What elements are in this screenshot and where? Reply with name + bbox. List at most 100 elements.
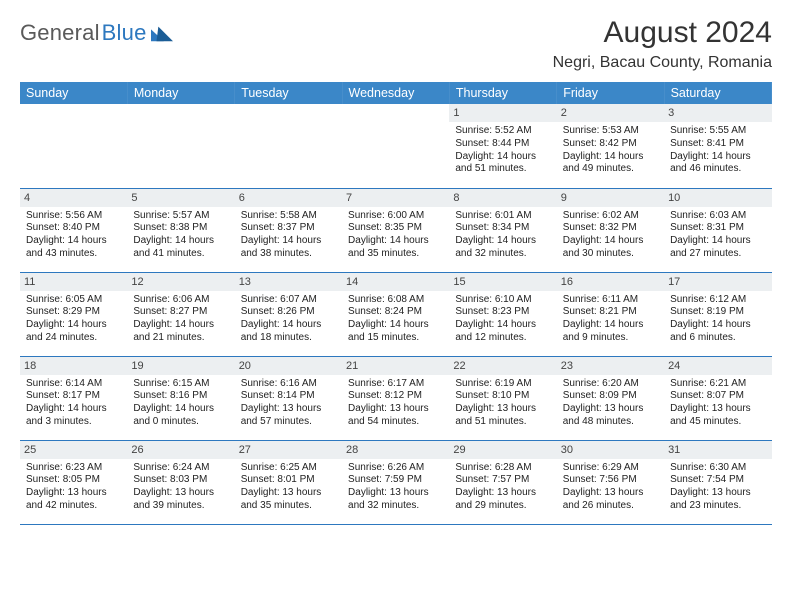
- day-number: 1: [449, 104, 556, 122]
- calendar-week-row: 25 Sunrise: 6:23 AMSunset: 8:05 PMDayligh…: [20, 440, 772, 524]
- day-details: Sunrise: 6:02 AMSunset: 8:32 PMDaylight:…: [563, 210, 658, 261]
- day-details: Sunrise: 6:14 AMSunset: 8:17 PMDaylight:…: [26, 378, 121, 429]
- day-number: 18: [20, 357, 127, 375]
- weekday-header: Monday: [127, 82, 234, 104]
- day-details: Sunrise: 6:19 AMSunset: 8:10 PMDaylight:…: [455, 378, 550, 429]
- day-details: Sunrise: 6:01 AMSunset: 8:34 PMDaylight:…: [455, 210, 550, 261]
- day-details: Sunrise: 6:24 AMSunset: 8:03 PMDaylight:…: [133, 462, 228, 513]
- brand-name-1: General: [20, 20, 100, 46]
- calendar-week-row: 11 Sunrise: 6:05 AMSunset: 8:29 PMDayligh…: [20, 272, 772, 356]
- calendar-day-cell: 31Sunrise: 6:30 AMSunset: 7:54 PMDayligh…: [664, 440, 771, 524]
- day-details: Sunrise: 6:16 AMSunset: 8:14 PMDaylight:…: [241, 378, 336, 429]
- day-details: Sunrise: 6:20 AMSunset: 8:09 PMDaylight:…: [563, 378, 658, 429]
- calendar-day-cell: 12 Sunrise: 6:06 AMSunset: 8:27 PMDayligh…: [127, 272, 234, 356]
- day-number: 25: [20, 441, 127, 459]
- calendar-day-cell: 25 Sunrise: 6:23 AMSunset: 8:05 PMDayligh…: [20, 440, 127, 524]
- calendar-day-cell: 28 Sunrise: 6:26 AMSunset: 7:59 PMDayligh…: [342, 440, 449, 524]
- day-details: Sunrise: 6:08 AMSunset: 8:24 PMDaylight:…: [348, 294, 443, 345]
- day-number: 30: [557, 441, 664, 459]
- brand-logo: GeneralBlue: [20, 16, 173, 46]
- day-details: Sunrise: 6:30 AMSunset: 7:54 PMDaylight:…: [670, 462, 765, 513]
- calendar-day-cell: 22 Sunrise: 6:19 AMSunset: 8:10 PMDayligh…: [449, 356, 556, 440]
- calendar-day-cell: 2Sunrise: 5:53 AMSunset: 8:42 PMDaylight…: [557, 104, 664, 188]
- weekday-header: Friday: [557, 82, 664, 104]
- day-number: 12: [127, 273, 234, 291]
- day-details: Sunrise: 6:28 AMSunset: 7:57 PMDaylight:…: [455, 462, 550, 513]
- day-number: 8: [449, 189, 556, 207]
- calendar-table: SundayMondayTuesdayWednesdayThursdayFrid…: [20, 82, 772, 525]
- calendar-day-cell: 30 Sunrise: 6:29 AMSunset: 7:56 PMDayligh…: [557, 440, 664, 524]
- day-number: 28: [342, 441, 449, 459]
- calendar-day-cell: 13Sunrise: 6:07 AMSunset: 8:26 PMDayligh…: [235, 272, 342, 356]
- calendar-day-cell: [20, 104, 127, 188]
- day-number: 11: [20, 273, 127, 291]
- day-number: 10: [664, 189, 771, 207]
- title-block: August 2024 Negri, Bacau County, Romania: [553, 16, 772, 72]
- calendar-day-cell: 21Sunrise: 6:17 AMSunset: 8:12 PMDayligh…: [342, 356, 449, 440]
- weekday-header: Tuesday: [235, 82, 342, 104]
- day-number: 24: [664, 357, 771, 375]
- day-number: 27: [235, 441, 342, 459]
- calendar-week-row: 4 Sunrise: 5:56 AMSunset: 8:40 PMDaylight…: [20, 188, 772, 272]
- day-details: Sunrise: 6:05 AMSunset: 8:29 PMDaylight:…: [26, 294, 121, 345]
- calendar-day-cell: [235, 104, 342, 188]
- calendar-day-cell: 16 Sunrise: 6:11 AMSunset: 8:21 PMDayligh…: [557, 272, 664, 356]
- calendar-week-row: 18 Sunrise: 6:14 AMSunset: 8:17 PMDayligh…: [20, 356, 772, 440]
- day-details: Sunrise: 6:10 AMSunset: 8:23 PMDaylight:…: [455, 294, 550, 345]
- day-details: Sunrise: 5:52 AMSunset: 8:44 PMDaylight:…: [455, 125, 550, 176]
- calendar-day-cell: 10 Sunrise: 6:03 AMSunset: 8:31 PMDayligh…: [664, 188, 771, 272]
- day-details: Sunrise: 6:26 AMSunset: 7:59 PMDaylight:…: [348, 462, 443, 513]
- day-number: 21: [342, 357, 449, 375]
- weekday-header: Sunday: [20, 82, 127, 104]
- day-details: Sunrise: 6:21 AMSunset: 8:07 PMDaylight:…: [670, 378, 765, 429]
- brand-name-2: Blue: [102, 20, 147, 46]
- calendar-day-cell: 4 Sunrise: 5:56 AMSunset: 8:40 PMDaylight…: [20, 188, 127, 272]
- calendar-week-row: 1 Sunrise: 5:52 AMSunset: 8:44 PMDaylight…: [20, 104, 772, 188]
- page-header: GeneralBlue August 2024 Negri, Bacau Cou…: [20, 16, 772, 72]
- calendar-day-cell: 15 Sunrise: 6:10 AMSunset: 8:23 PMDayligh…: [449, 272, 556, 356]
- day-details: Sunrise: 6:29 AMSunset: 7:56 PMDaylight:…: [563, 462, 658, 513]
- weekday-header: Saturday: [664, 82, 771, 104]
- calendar-day-cell: 18 Sunrise: 6:14 AMSunset: 8:17 PMDayligh…: [20, 356, 127, 440]
- day-number: 6: [235, 189, 342, 207]
- day-number: 19: [127, 357, 234, 375]
- calendar-day-cell: 11 Sunrise: 6:05 AMSunset: 8:29 PMDayligh…: [20, 272, 127, 356]
- day-number: 3: [664, 104, 771, 122]
- day-number: 20: [235, 357, 342, 375]
- day-number: 15: [449, 273, 556, 291]
- calendar-day-cell: 27 Sunrise: 6:25 AMSunset: 8:01 PMDayligh…: [235, 440, 342, 524]
- calendar-day-cell: 3 Sunrise: 5:55 AMSunset: 8:41 PMDaylight…: [664, 104, 771, 188]
- day-number: 7: [342, 189, 449, 207]
- day-number: 5: [127, 189, 234, 207]
- day-details: Sunrise: 6:23 AMSunset: 8:05 PMDaylight:…: [26, 462, 121, 513]
- weekday-header: Thursday: [449, 82, 556, 104]
- day-details: Sunrise: 6:25 AMSunset: 8:01 PMDaylight:…: [241, 462, 336, 513]
- location-label: Negri, Bacau County, Romania: [553, 54, 772, 72]
- day-details: Sunrise: 6:11 AMSunset: 8:21 PMDaylight:…: [563, 294, 658, 345]
- day-number: 23: [557, 357, 664, 375]
- day-details: Sunrise: 5:56 AMSunset: 8:40 PMDaylight:…: [26, 210, 121, 261]
- calendar-day-cell: [127, 104, 234, 188]
- day-number: 4: [20, 189, 127, 207]
- day-number: 22: [449, 357, 556, 375]
- calendar-day-cell: 8 Sunrise: 6:01 AMSunset: 8:34 PMDaylight…: [449, 188, 556, 272]
- day-number: 16: [557, 273, 664, 291]
- calendar-day-cell: [342, 104, 449, 188]
- day-number: 17: [664, 273, 771, 291]
- month-title: August 2024: [553, 16, 772, 50]
- day-details: Sunrise: 5:57 AMSunset: 8:38 PMDaylight:…: [133, 210, 228, 261]
- day-details: Sunrise: 6:06 AMSunset: 8:27 PMDaylight:…: [133, 294, 228, 345]
- day-details: Sunrise: 6:03 AMSunset: 8:31 PMDaylight:…: [670, 210, 765, 261]
- day-details: Sunrise: 6:15 AMSunset: 8:16 PMDaylight:…: [133, 378, 228, 429]
- day-details: Sunrise: 5:58 AMSunset: 8:37 PMDaylight:…: [241, 210, 336, 261]
- day-number: 2: [557, 104, 664, 122]
- day-details: Sunrise: 6:00 AMSunset: 8:35 PMDaylight:…: [348, 210, 443, 261]
- day-number: 9: [557, 189, 664, 207]
- day-details: Sunrise: 5:55 AMSunset: 8:41 PMDaylight:…: [670, 125, 765, 176]
- calendar-day-cell: 14Sunrise: 6:08 AMSunset: 8:24 PMDayligh…: [342, 272, 449, 356]
- calendar-day-cell: 7 Sunrise: 6:00 AMSunset: 8:35 PMDaylight…: [342, 188, 449, 272]
- brand-triangle-icon: [151, 24, 173, 42]
- calendar-day-cell: 19 Sunrise: 6:15 AMSunset: 8:16 PMDayligh…: [127, 356, 234, 440]
- day-number: 13: [235, 273, 342, 291]
- day-number: 26: [127, 441, 234, 459]
